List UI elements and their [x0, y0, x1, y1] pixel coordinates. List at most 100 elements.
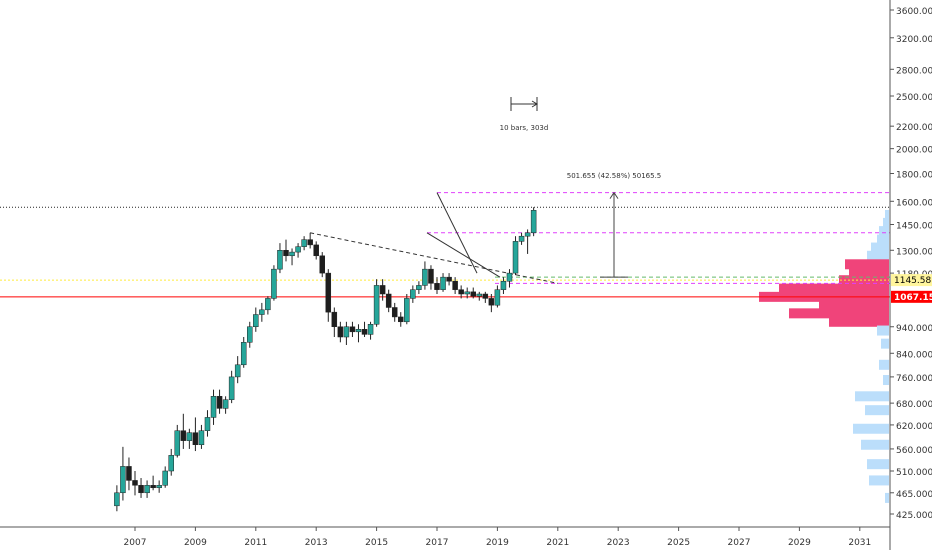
x-tick-label: 2007	[124, 538, 147, 548]
candle-body	[361, 329, 368, 335]
profile-bar	[881, 338, 889, 349]
current-price-label: 1145.581	[894, 276, 932, 286]
candle-body	[458, 289, 464, 295]
x-tick-label: 2027	[728, 538, 751, 548]
candle-body	[482, 293, 489, 299]
x-tick-label: 2017	[426, 538, 449, 548]
x-tick-label: 2015	[365, 538, 388, 548]
candle-body	[265, 298, 271, 311]
y-tick-label: 840.000	[896, 350, 932, 360]
profile-bar	[883, 375, 889, 386]
profile-bar	[855, 391, 889, 402]
y-tick-label: 1300.000	[896, 247, 932, 257]
candle-body	[337, 326, 344, 338]
x-tick-label: 2029	[788, 538, 811, 548]
trendlines	[310, 192, 558, 284]
x-tick-label: 2021	[546, 538, 569, 548]
y-tick-label: 760.000	[896, 374, 932, 384]
x-tick-label: 2009	[184, 538, 207, 548]
candle-body	[198, 430, 205, 446]
candle-body	[428, 268, 434, 284]
candle-body	[319, 255, 325, 274]
candle-body	[506, 272, 513, 282]
y-tick-label: 560.000	[896, 446, 932, 456]
candle-body	[259, 309, 265, 315]
candle-body	[289, 251, 295, 257]
date-range-label: 10 bars, 303d	[500, 124, 549, 132]
candle-body	[331, 311, 338, 328]
current-price-badge	[891, 274, 932, 287]
candle-body	[416, 285, 422, 290]
candle-body	[144, 485, 150, 494]
candle-body	[488, 298, 495, 306]
profile-bar	[877, 234, 889, 245]
candle-body	[192, 432, 199, 446]
measure-arrowhead	[609, 191, 619, 199]
y-tick-label: 2200.000	[896, 123, 932, 133]
y-tick-label: 510.000	[896, 468, 932, 478]
y-tick-label: 3600.000	[896, 7, 932, 17]
poc-price-badge	[891, 290, 932, 303]
candle-body	[476, 293, 483, 297]
candle-body	[247, 326, 253, 343]
profile-bar	[885, 209, 889, 220]
candle-body	[253, 314, 259, 328]
profile-bar	[861, 439, 889, 450]
x-tick-label: 2019	[486, 538, 509, 548]
profile-bar	[867, 459, 889, 470]
candle-body	[355, 329, 362, 333]
profile-bar	[885, 492, 889, 503]
poc-price-label: 1067.153	[894, 293, 932, 303]
candle-body	[138, 485, 144, 494]
candles	[114, 207, 537, 512]
candle-body	[216, 396, 223, 409]
measure-label: 501.655 (42.58%) 50165.5	[567, 172, 662, 180]
y-tick-label: 1800.000	[896, 171, 932, 181]
profile-bar	[879, 226, 889, 237]
y-tick-label: 2000.000	[896, 146, 932, 156]
candle-body	[307, 239, 313, 246]
candle-body	[283, 250, 289, 257]
profile-bar	[853, 423, 889, 434]
candle-body	[168, 455, 174, 472]
candle-body	[186, 432, 193, 441]
profile-bar	[879, 359, 889, 370]
y-axis: 3600.000 3200.000 2800.000 2500.000 2200.000…	[889, 0, 932, 550]
candle-body	[162, 470, 168, 486]
candle-body	[295, 246, 301, 253]
candle-body	[222, 399, 229, 409]
x-tick-label: 2013	[305, 538, 328, 548]
candle-body	[313, 244, 319, 257]
y-tick-label: 2500.000	[896, 93, 932, 103]
profile-bar	[867, 250, 889, 261]
candle-body	[180, 430, 187, 441]
y-tick-label: 1450.000	[896, 222, 932, 232]
candle-body	[240, 342, 247, 366]
profile-bar	[789, 308, 889, 319]
candle-body	[391, 307, 398, 318]
x-tick-label: 2011	[244, 538, 267, 548]
candle-body	[410, 289, 416, 299]
candle-body	[174, 430, 181, 456]
candle-body	[126, 466, 132, 481]
candle-body	[518, 235, 525, 242]
candle-body	[210, 396, 217, 418]
candle-body	[349, 326, 356, 333]
trendline-shallow	[426, 232, 501, 278]
y-tick-label: 2800.000	[896, 66, 932, 76]
profile-bar	[877, 325, 889, 336]
candle-body	[114, 492, 120, 507]
profile-bar	[829, 316, 889, 327]
candle-body	[301, 239, 307, 247]
candle-body	[512, 241, 519, 274]
x-tick-label: 2025	[667, 538, 690, 548]
annotations: 501.655 (42.58%) 50165.5 10 bars, 303d	[500, 97, 662, 278]
profile-bar	[871, 242, 889, 253]
candle-body	[277, 250, 283, 270]
profile-bar	[865, 405, 889, 416]
candle-body	[373, 285, 380, 325]
profile-bar	[779, 283, 889, 294]
candle-body	[325, 272, 332, 313]
